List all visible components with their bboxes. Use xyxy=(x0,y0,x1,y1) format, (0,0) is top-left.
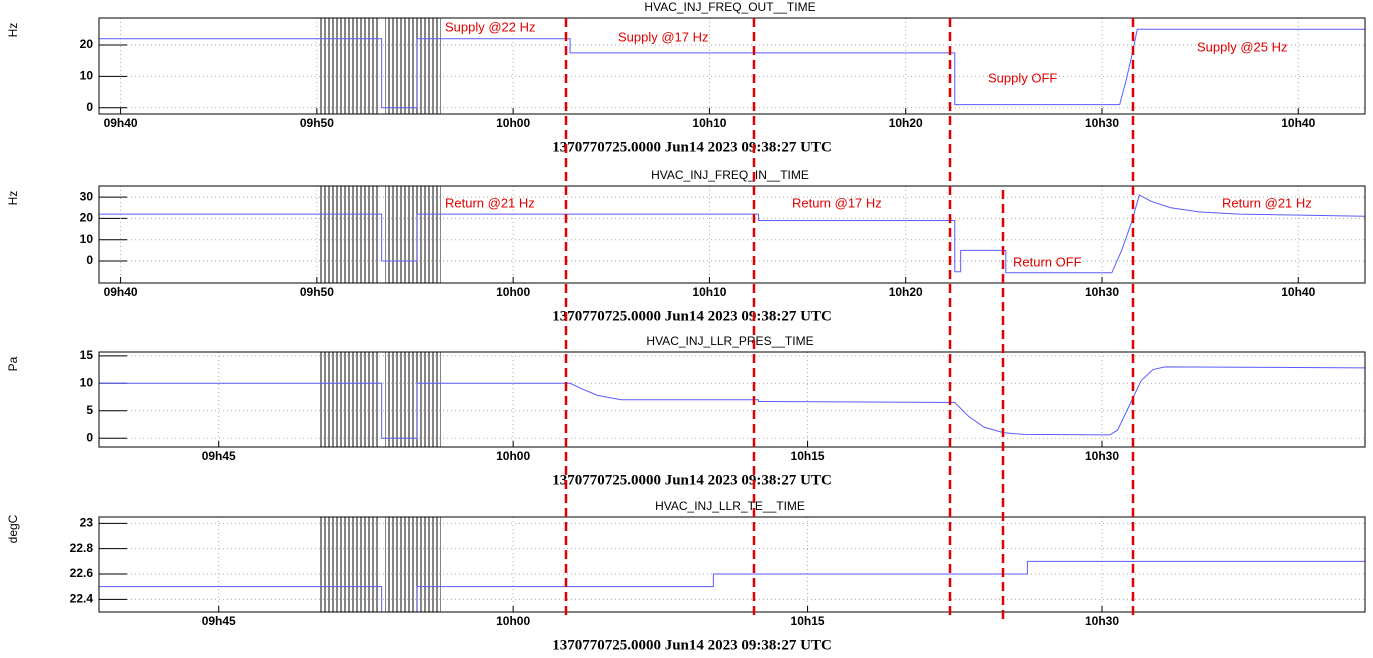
x-tick-label: 09h45 xyxy=(202,614,236,628)
y-axis-label: degC xyxy=(6,514,20,543)
y-tick-label: 20 xyxy=(80,37,94,51)
x-tick-label: 09h40 xyxy=(104,116,138,130)
annotation: Supply @25 Hz xyxy=(1197,39,1288,54)
x-tick-label: 09h40 xyxy=(104,285,138,299)
y-tick-label: 22.4 xyxy=(70,592,94,606)
annotation-layer: Supply @22 Hz Supply @17 Hz Supply OFF S… xyxy=(445,18,1312,620)
y-tick-label: 10 xyxy=(80,232,94,246)
noise-band xyxy=(385,352,441,447)
noise-band xyxy=(320,18,378,114)
x-axis-label: 1370770725.0000 Jun14 2023 09:38:27 UTC xyxy=(552,637,832,653)
noise-band xyxy=(320,352,378,447)
x-tick-label: 10h20 xyxy=(889,116,923,130)
y-tick-label: 15 xyxy=(80,348,94,362)
y-axis-label: Pa xyxy=(6,356,20,371)
annotation: Return @21 Hz xyxy=(445,195,535,210)
y-axis-label: Hz xyxy=(6,23,20,38)
x-tick-label: 10h00 xyxy=(496,285,530,299)
noise-band xyxy=(320,517,378,612)
x-tick-label: 10h30 xyxy=(1085,449,1119,463)
annotation: Supply @22 Hz xyxy=(445,19,536,34)
y-tick-label: 30 xyxy=(80,189,94,203)
plot-frame xyxy=(98,17,1366,115)
y-tick-label: 0 xyxy=(86,100,93,114)
plot-frame xyxy=(98,516,1366,613)
annotation: Return @17 Hz xyxy=(792,195,882,210)
y-tick-label: 0 xyxy=(86,253,93,267)
annotation: Supply OFF xyxy=(988,70,1057,85)
y-tick-label: 5 xyxy=(86,403,93,417)
noise-band xyxy=(320,186,378,283)
x-tick-label: 10h40 xyxy=(1281,285,1315,299)
x-tick-label: 09h45 xyxy=(202,449,236,463)
y-axis-label: Hz xyxy=(6,191,20,206)
x-tick-label: 10h00 xyxy=(496,116,530,130)
x-tick-label: 10h20 xyxy=(889,285,923,299)
noise-band xyxy=(385,18,441,114)
panel: HVAC_INJ_FREQ_OUT__TIME Hz 1370770725.0000… xyxy=(6,0,1366,155)
noise-band xyxy=(385,186,441,283)
x-tick-label: 10h40 xyxy=(1281,116,1315,130)
plot-frame xyxy=(98,185,1366,284)
panel-title: HVAC_INJ_FREQ_IN__TIME xyxy=(651,168,809,182)
x-tick-label: 10h00 xyxy=(496,614,530,628)
panels: HVAC_INJ_FREQ_OUT__TIME Hz 1370770725.0000… xyxy=(6,0,1366,653)
x-tick-label: 09h50 xyxy=(300,285,334,299)
y-tick-label: 10 xyxy=(80,69,94,83)
data-line xyxy=(99,366,1366,439)
x-axis-label: 1370770725.0000 Jun14 2023 09:38:27 UTC xyxy=(552,139,832,155)
annotation: Return OFF xyxy=(1013,254,1082,269)
panel: HVAC_INJ_FREQ_IN__TIME Hz 1370770725.0000 … xyxy=(6,168,1366,324)
x-tick-label: 10h15 xyxy=(791,614,825,628)
noise-band xyxy=(385,517,441,612)
x-tick-label: 10h00 xyxy=(496,449,530,463)
annotation: Supply @17 Hz xyxy=(618,29,709,44)
y-tick-label: 22.8 xyxy=(70,541,94,555)
panel: HVAC_INJ_LLR_TE__TIME degC 1370770725.0000… xyxy=(6,499,1366,653)
y-tick-label: 10 xyxy=(80,375,94,389)
annotation: Return @21 Hz xyxy=(1222,195,1312,210)
x-tick-label: 10h10 xyxy=(692,285,726,299)
panel: HVAC_INJ_LLR_PRES__TIME Pa 1370770725.0000… xyxy=(6,334,1366,488)
y-tick-label: 22.6 xyxy=(70,566,94,580)
y-tick-label: 23 xyxy=(80,516,94,530)
data-line xyxy=(99,28,1365,109)
data-line xyxy=(99,560,1365,613)
x-tick-label: 10h30 xyxy=(1085,116,1119,130)
y-tick-label: 0 xyxy=(86,430,93,444)
x-tick-label: 10h30 xyxy=(1085,614,1119,628)
x-axis-label: 1370770725.0000 Jun14 2023 09:38:27 UTC xyxy=(552,472,832,488)
x-tick-label: 10h30 xyxy=(1085,285,1119,299)
panel-title: HVAC_INJ_LLR_TE__TIME xyxy=(655,499,805,513)
x-tick-label: 10h10 xyxy=(692,116,726,130)
x-tick-label: 10h15 xyxy=(791,449,825,463)
x-axis-label: 1370770725.0000 Jun14 2023 09:38:27 UTC xyxy=(552,308,832,324)
plot-frame xyxy=(98,351,1366,448)
x-tick-label: 09h50 xyxy=(300,116,334,130)
panel-title: HVAC_INJ_FREQ_OUT__TIME xyxy=(644,0,815,14)
panel-title: HVAC_INJ_LLR_PRES__TIME xyxy=(646,334,813,348)
data-line xyxy=(99,194,1366,274)
y-tick-label: 20 xyxy=(80,211,94,225)
